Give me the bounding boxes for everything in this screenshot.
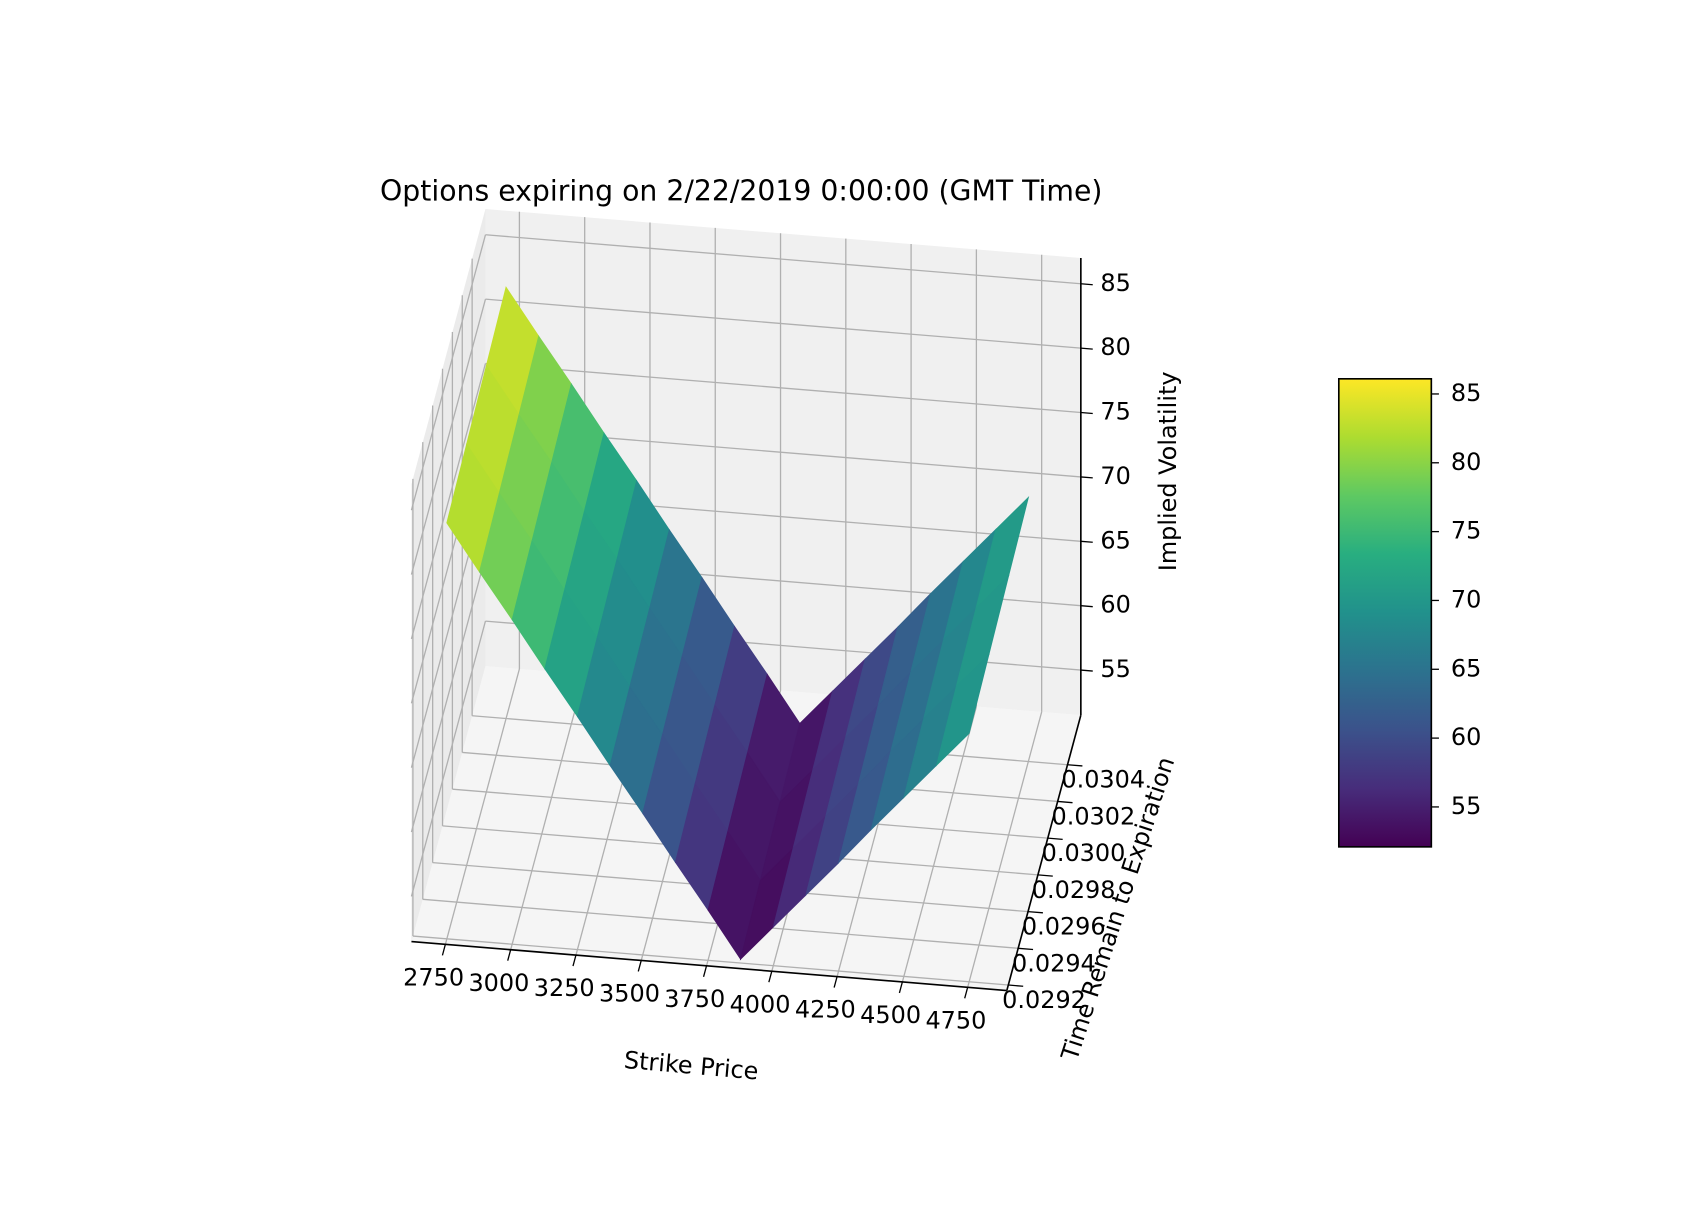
y-tick-label: 0.0302 [1051, 802, 1135, 830]
colorbar-tick-label: 65 [1451, 654, 1481, 682]
z-tick-label: 85 [1100, 269, 1130, 297]
x-axis-label: Strike Price [623, 1046, 760, 1086]
colorbar-tick-label: 70 [1451, 585, 1481, 613]
x-tick-label: 2750 [403, 963, 464, 991]
grid-line [485, 362, 1081, 414]
colorbar-tick-label: 55 [1451, 792, 1481, 820]
z-tick [1080, 669, 1093, 672]
x-tick [768, 971, 773, 983]
z-tick-label: 75 [1100, 398, 1130, 426]
grid-line [410, 556, 487, 833]
grid-line [410, 620, 487, 897]
y-tick [1067, 764, 1083, 767]
grid-line [510, 674, 586, 950]
surface [446, 286, 1030, 961]
y-tick [1018, 947, 1034, 951]
grid-line [967, 711, 1043, 988]
x-tick [637, 960, 642, 972]
x-tick-label: 4750 [925, 1006, 986, 1034]
left-pane [411, 209, 486, 942]
z-tick [1080, 347, 1093, 350]
y-axis-line [1006, 714, 1082, 991]
y-tick-label: 0.0292 [1002, 986, 1086, 1014]
grid-line [444, 668, 521, 945]
z-tick [1080, 283, 1093, 286]
x-tick [702, 965, 708, 978]
grid-line [485, 298, 1081, 349]
y-tick-label: 0.0304 [1061, 766, 1145, 794]
y-tick [1008, 984, 1024, 987]
x-tick [898, 981, 904, 994]
colorbar-tick-label: 75 [1451, 517, 1481, 545]
colorbar-tick-label: 85 [1451, 379, 1481, 407]
grid-line [410, 363, 487, 640]
z-tick-label: 55 [1100, 655, 1130, 683]
x-tick-label: 3000 [468, 969, 529, 997]
z-tick-label: 70 [1100, 462, 1130, 490]
x-tick [507, 949, 512, 961]
y-axis-label: Time Remain to Expiration [1055, 753, 1180, 1064]
y-tick-label: 0.0294 [1012, 949, 1096, 977]
grid-line [410, 234, 487, 511]
x-tick-label: 4500 [860, 1001, 921, 1029]
grid-line [410, 298, 487, 575]
grid-line [485, 234, 1081, 285]
grid-line [412, 935, 1009, 986]
grid-line [901, 706, 978, 983]
z-tick [1080, 476, 1093, 479]
x-tick [833, 976, 838, 988]
z-tick-label: 60 [1100, 591, 1130, 619]
z-tick [1080, 540, 1093, 543]
x-tick-label: 4250 [795, 996, 856, 1024]
x-tick-label: 3250 [534, 974, 595, 1002]
y-tick [1037, 874, 1053, 877]
colorbar: 55 60 65 70 75 80 85 [1337, 378, 1481, 848]
x-tick-label: 3750 [664, 985, 725, 1013]
x-tick [441, 944, 447, 956]
x-tick-label: 3500 [599, 980, 660, 1008]
y-tick [1057, 800, 1073, 804]
y-tick [1027, 910, 1043, 914]
y-tick-label: 0.0298 [1032, 876, 1116, 904]
y-tick-label: 0.0300 [1042, 839, 1126, 867]
z-tick [1080, 411, 1093, 415]
surface-face [935, 653, 990, 767]
x-axis-line [411, 940, 1007, 992]
z-tick-label: 65 [1100, 526, 1130, 554]
x-tick-label: 4000 [730, 990, 791, 1018]
x-tick [964, 987, 969, 999]
z-axis-label: Implied Volatility [1154, 371, 1182, 571]
y-tick [1047, 837, 1063, 841]
chart-title: Options expiring on 2/22/2019 0:00:00 (G… [380, 175, 1102, 208]
axes: 2750 3000 3250 3500 3750 4000 4250 4500 4750 0.02… [403, 257, 1145, 1034]
x-tick [572, 954, 577, 967]
z-tick [1080, 605, 1093, 608]
z-tick-label: 80 [1100, 333, 1130, 361]
colorbar-tick-label: 80 [1451, 448, 1481, 476]
y-tick-label: 0.0296 [1022, 913, 1106, 941]
colorbar-scale [1337, 378, 1433, 848]
colorbar-tick-label: 60 [1451, 723, 1481, 751]
